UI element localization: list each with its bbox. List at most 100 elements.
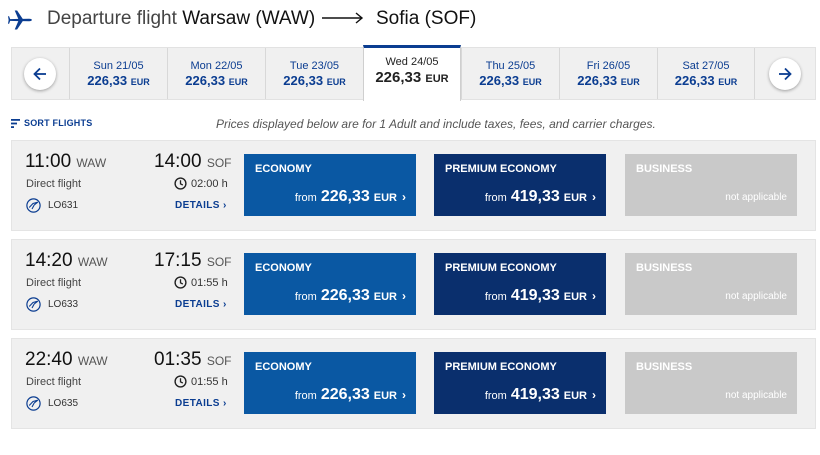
date-tab-fri-26-05[interactable]: Fri 26/05 226,33 EUR bbox=[559, 48, 657, 99]
business-fare-disabled: BUSINESS not applicable bbox=[625, 253, 797, 315]
chevron-right-icon: › bbox=[592, 289, 596, 303]
premium-economy-price: from 419,33 EUR › bbox=[484, 287, 596, 304]
flight-number: LO631 bbox=[26, 198, 78, 213]
direct-flight-label: Direct flight bbox=[26, 277, 82, 289]
details-link[interactable]: DETAILS › bbox=[175, 299, 227, 310]
not-applicable-label: not applicable bbox=[725, 291, 787, 302]
date-price: 226,33 EUR bbox=[375, 69, 449, 86]
flight-number: LO633 bbox=[26, 297, 78, 312]
date-tab-thu-25-05[interactable]: Thu 25/05 226,33 EUR bbox=[461, 48, 559, 99]
business-label: BUSINESS bbox=[636, 163, 693, 175]
arrival-time: 17:15 SOF bbox=[154, 250, 232, 271]
economy-price: from 226,33 EUR › bbox=[294, 287, 406, 304]
economy-label: ECONOMY bbox=[255, 361, 312, 373]
premium-economy-fare-button[interactable]: PREMIUM ECONOMY from 419,33 EUR › bbox=[434, 154, 606, 216]
date-price: 226,33 EUR bbox=[479, 73, 542, 88]
premium-economy-price: from 419,33 EUR › bbox=[484, 188, 596, 205]
flight-row: 22:40 WAW 01:35 SOF Direct flight 01:55 … bbox=[11, 338, 816, 429]
date-selector: Sun 21/05 226,33 EUR Mon 22/05 226,33 EU… bbox=[11, 45, 816, 101]
chevron-right-icon: › bbox=[592, 388, 596, 402]
business-label: BUSINESS bbox=[636, 262, 693, 274]
chevron-right-icon: › bbox=[223, 299, 227, 310]
sort-flights-label: SORT FLIGHTS bbox=[24, 118, 93, 128]
chevron-right-icon: › bbox=[223, 200, 227, 211]
direct-flight-label: Direct flight bbox=[26, 376, 82, 388]
flight-duration: 01:55 h bbox=[174, 375, 228, 388]
long-right-arrow-icon bbox=[322, 12, 364, 24]
details-link[interactable]: DETAILS › bbox=[175, 398, 227, 409]
departure-time: 22:40 WAW bbox=[25, 349, 108, 370]
premium-economy-fare-button[interactable]: PREMIUM ECONOMY from 419,33 EUR › bbox=[434, 253, 606, 315]
date-label: Sun 21/05 bbox=[93, 60, 144, 72]
lot-crane-logo-icon bbox=[26, 198, 41, 213]
date-price: 226,33 EUR bbox=[674, 73, 738, 88]
not-applicable-label: not applicable bbox=[725, 192, 787, 203]
sort-icon bbox=[11, 118, 20, 128]
business-label: BUSINESS bbox=[636, 361, 693, 373]
arrow-left-icon bbox=[33, 67, 46, 81]
economy-fare-button[interactable]: ECONOMY from 226,33 EUR › bbox=[244, 253, 416, 315]
header-label: Departure flight bbox=[47, 8, 177, 29]
date-tab-sat-27-05[interactable]: Sat 27/05 226,33 EUR bbox=[657, 48, 755, 99]
sort-flights-button[interactable]: SORT FLIGHTS bbox=[11, 118, 92, 128]
clock-icon bbox=[174, 375, 187, 388]
flight-number: LO635 bbox=[26, 396, 78, 411]
date-label: Mon 22/05 bbox=[190, 60, 243, 72]
arrow-right-icon bbox=[779, 67, 792, 81]
arrival-time: 14:00 SOF bbox=[154, 151, 232, 172]
destination-city: Sofia (SOF) bbox=[376, 8, 477, 29]
previous-dates-button[interactable] bbox=[24, 58, 56, 90]
chevron-right-icon: › bbox=[402, 289, 406, 303]
economy-fare-button[interactable]: ECONOMY from 226,33 EUR › bbox=[244, 352, 416, 414]
flight-row: 14:20 WAW 17:15 SOF Direct flight 01:55 … bbox=[11, 239, 816, 330]
date-price: 226,33 EUR bbox=[185, 73, 248, 88]
clock-icon bbox=[174, 177, 187, 190]
economy-label: ECONOMY bbox=[255, 163, 312, 175]
flight-header: Departure flight Warsaw (WAW) Sofia (SOF… bbox=[0, 0, 820, 40]
date-label: Sat 27/05 bbox=[682, 60, 730, 72]
header-origin-text: Departure flight Warsaw (WAW) bbox=[47, 8, 315, 30]
premium-economy-label: PREMIUM ECONOMY bbox=[445, 262, 557, 274]
business-fare-disabled: BUSINESS not applicable bbox=[625, 154, 797, 216]
not-applicable-label: not applicable bbox=[725, 390, 787, 401]
economy-label: ECONOMY bbox=[255, 262, 312, 274]
premium-economy-label: PREMIUM ECONOMY bbox=[445, 361, 557, 373]
direct-flight-label: Direct flight bbox=[26, 178, 82, 190]
date-price: 226,33 EUR bbox=[87, 73, 150, 88]
clock-icon bbox=[174, 276, 187, 289]
chevron-right-icon: › bbox=[402, 190, 406, 204]
date-tab-wed-24-05-selected[interactable]: Wed 24/05 226,33 EUR bbox=[363, 45, 461, 101]
departure-time: 11:00 WAW bbox=[25, 151, 107, 172]
departure-time: 14:20 WAW bbox=[25, 250, 108, 271]
premium-economy-fare-button[interactable]: PREMIUM ECONOMY from 419,33 EUR › bbox=[434, 352, 606, 414]
details-link[interactable]: DETAILS › bbox=[175, 200, 227, 211]
premium-economy-label: PREMIUM ECONOMY bbox=[445, 163, 557, 175]
lot-crane-logo-icon bbox=[26, 297, 41, 312]
date-label: Fri 26/05 bbox=[586, 60, 631, 72]
date-tab-sun-21-05[interactable]: Sun 21/05 226,33 EUR bbox=[69, 48, 167, 99]
economy-fare-button[interactable]: ECONOMY from 226,33 EUR › bbox=[244, 154, 416, 216]
date-price: 226,33 EUR bbox=[577, 73, 640, 88]
arrival-time: 01:35 SOF bbox=[154, 349, 232, 370]
lot-crane-logo-icon bbox=[26, 396, 41, 411]
price-notice: Prices displayed below are for 1 Adult a… bbox=[216, 117, 656, 131]
economy-price: from 226,33 EUR › bbox=[294, 188, 406, 205]
premium-economy-price: from 419,33 EUR › bbox=[484, 386, 596, 403]
date-label: Wed 24/05 bbox=[385, 56, 439, 68]
flight-duration: 01:55 h bbox=[174, 276, 228, 289]
date-price: 226,33 EUR bbox=[283, 73, 346, 88]
flight-duration: 02:00 h bbox=[174, 177, 228, 190]
flight-row: 11:00 WAW 14:00 SOF Direct flight 02:00 … bbox=[11, 140, 816, 231]
date-tab-mon-22-05[interactable]: Mon 22/05 226,33 EUR bbox=[167, 48, 265, 99]
date-tab-tue-23-05[interactable]: Tue 23/05 226,33 EUR bbox=[265, 48, 363, 99]
origin-city: Warsaw (WAW) bbox=[182, 8, 316, 29]
date-label: Tue 23/05 bbox=[289, 60, 340, 72]
chevron-right-icon: › bbox=[592, 190, 596, 204]
next-dates-button[interactable] bbox=[769, 58, 801, 90]
economy-price: from 226,33 EUR › bbox=[294, 386, 406, 403]
airplane-icon bbox=[8, 10, 32, 30]
date-label: Thu 25/05 bbox=[485, 60, 536, 72]
business-fare-disabled: BUSINESS not applicable bbox=[625, 352, 797, 414]
chevron-right-icon: › bbox=[402, 388, 406, 402]
chevron-right-icon: › bbox=[223, 398, 227, 409]
